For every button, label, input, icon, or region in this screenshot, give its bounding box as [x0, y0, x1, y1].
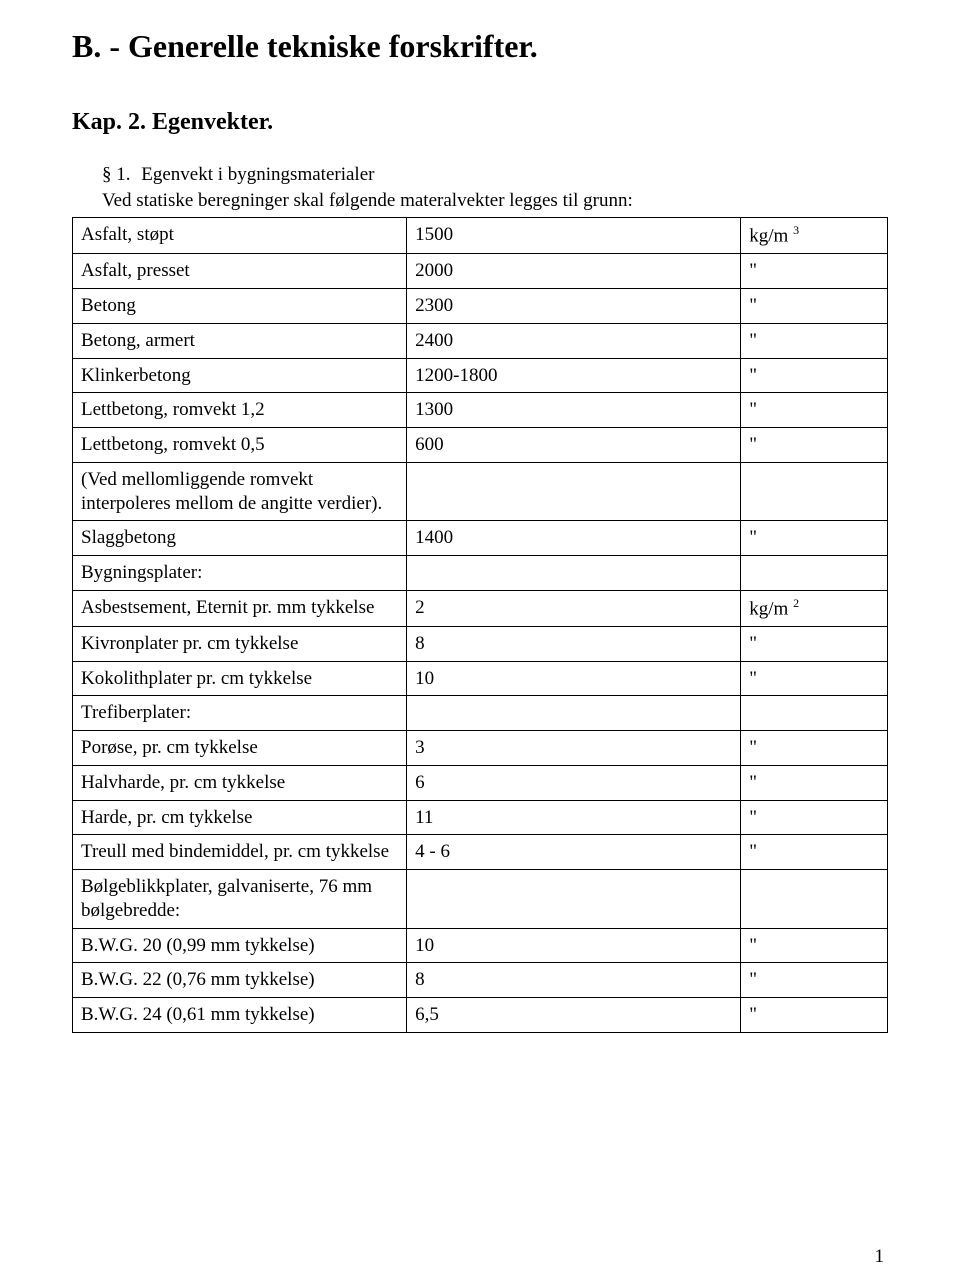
table-row: Asbestsement, Eternit pr. mm tykkelse2kg…	[73, 590, 888, 626]
cell-label: Klinkerbetong	[73, 358, 407, 393]
cell-value: 8	[407, 626, 741, 661]
cell-value	[407, 556, 741, 591]
table-row: Treull med bindemiddel, pr. cm tykkelse4…	[73, 835, 888, 870]
cell-label: Kivronplater pr. cm tykkelse	[73, 626, 407, 661]
cell-label: Betong, armert	[73, 323, 407, 358]
cell-label: Bølgeblikkplater, galvaniserte, 76 mm bø…	[73, 870, 407, 929]
cell-unit	[741, 556, 888, 591]
main-title: B. - Generelle tekniske forskrifter.	[72, 28, 888, 65]
table-row: Lettbetong, romvekt 0,5600"	[73, 428, 888, 463]
cell-label: Betong	[73, 289, 407, 324]
cell-label: B.W.G. 24 (0,61 mm tykkelse)	[73, 998, 407, 1033]
cell-label: Trefiberplater:	[73, 696, 407, 731]
section-mark: § 1.	[102, 164, 131, 185]
materials-table-body: Asfalt, støpt1500kg/m 3Asfalt, presset20…	[73, 218, 888, 1033]
table-row: B.W.G. 20 (0,99 mm tykkelse)10"	[73, 928, 888, 963]
cell-value	[407, 696, 741, 731]
cell-value: 1500	[407, 218, 741, 254]
table-row: (Ved mellomliggende romvekt interpoleres…	[73, 462, 888, 521]
cell-label: Bygningsplater:	[73, 556, 407, 591]
cell-value: 6	[407, 765, 741, 800]
table-row: Bygningsplater:	[73, 556, 888, 591]
materials-table: Asfalt, støpt1500kg/m 3Asfalt, presset20…	[72, 217, 888, 1033]
cell-label: Asbestsement, Eternit pr. mm tykkelse	[73, 590, 407, 626]
cell-unit: kg/m 2	[741, 590, 888, 626]
page: B. - Generelle tekniske forskrifter. Kap…	[0, 0, 960, 1286]
cell-unit: "	[741, 393, 888, 428]
cell-unit: "	[741, 765, 888, 800]
cell-value: 8	[407, 963, 741, 998]
cell-value: 6,5	[407, 998, 741, 1033]
cell-label: Treull med bindemiddel, pr. cm tykkelse	[73, 835, 407, 870]
cell-label: Kokolithplater pr. cm tykkelse	[73, 661, 407, 696]
cell-unit	[741, 870, 888, 929]
cell-value: 3	[407, 731, 741, 766]
table-row: Harde, pr. cm tykkelse11"	[73, 800, 888, 835]
cell-label: Lettbetong, romvekt 1,2	[73, 393, 407, 428]
cell-unit: "	[741, 998, 888, 1033]
table-row: Halvharde, pr. cm tykkelse6"	[73, 765, 888, 800]
cell-unit: "	[741, 428, 888, 463]
cell-unit: "	[741, 254, 888, 289]
intro-paragraph: § 1. Egenvekt i bygningsmaterialer Ved s…	[102, 162, 888, 213]
cell-value: 1200-1800	[407, 358, 741, 393]
cell-label: (Ved mellomliggende romvekt interpoleres…	[73, 462, 407, 521]
table-row: Asfalt, støpt1500kg/m 3	[73, 218, 888, 254]
cell-value: 4 - 6	[407, 835, 741, 870]
cell-value	[407, 462, 741, 521]
cell-unit: "	[741, 289, 888, 324]
cell-unit: "	[741, 661, 888, 696]
sub-title: Kap. 2. Egenvekter.	[72, 109, 888, 136]
cell-label: Halvharde, pr. cm tykkelse	[73, 765, 407, 800]
table-row: Klinkerbetong1200-1800"	[73, 358, 888, 393]
table-row: Trefiberplater:	[73, 696, 888, 731]
lead-text: Egenvekt i bygningsmaterialer	[141, 164, 374, 185]
cell-label: B.W.G. 22 (0,76 mm tykkelse)	[73, 963, 407, 998]
table-row: Kokolithplater pr. cm tykkelse10"	[73, 661, 888, 696]
cell-value: 600	[407, 428, 741, 463]
cell-label: Harde, pr. cm tykkelse	[73, 800, 407, 835]
cell-unit: kg/m 3	[741, 218, 888, 254]
cell-unit: "	[741, 731, 888, 766]
cell-label: B.W.G. 20 (0,99 mm tykkelse)	[73, 928, 407, 963]
table-row: B.W.G. 24 (0,61 mm tykkelse)6,5"	[73, 998, 888, 1033]
cell-value: 2	[407, 590, 741, 626]
cell-value: 1400	[407, 521, 741, 556]
cell-value	[407, 870, 741, 929]
cell-value: 11	[407, 800, 741, 835]
table-row: Lettbetong, romvekt 1,21300"	[73, 393, 888, 428]
cell-label: Porøse, pr. cm tykkelse	[73, 731, 407, 766]
cell-value: 2000	[407, 254, 741, 289]
cell-unit	[741, 696, 888, 731]
table-row: Slaggbetong1400"	[73, 521, 888, 556]
cell-value: 2300	[407, 289, 741, 324]
cell-value: 10	[407, 661, 741, 696]
table-row: Kivronplater pr. cm tykkelse8"	[73, 626, 888, 661]
table-row: Betong2300"	[73, 289, 888, 324]
table-row: B.W.G. 22 (0,76 mm tykkelse)8"	[73, 963, 888, 998]
cell-label: Lettbetong, romvekt 0,5	[73, 428, 407, 463]
cell-label: Slaggbetong	[73, 521, 407, 556]
cell-value: 2400	[407, 323, 741, 358]
cell-unit: "	[741, 626, 888, 661]
cell-label: Asfalt, presset	[73, 254, 407, 289]
cell-unit: "	[741, 358, 888, 393]
cell-unit: "	[741, 800, 888, 835]
cell-value: 1300	[407, 393, 741, 428]
cell-unit: "	[741, 963, 888, 998]
page-number: 1	[875, 1246, 885, 1268]
table-row: Betong, armert2400"	[73, 323, 888, 358]
cell-value: 10	[407, 928, 741, 963]
table-row: Asfalt, presset2000"	[73, 254, 888, 289]
cell-unit: "	[741, 928, 888, 963]
cell-unit	[741, 462, 888, 521]
table-row: Porøse, pr. cm tykkelse3"	[73, 731, 888, 766]
cell-unit: "	[741, 323, 888, 358]
cell-label: Asfalt, støpt	[73, 218, 407, 254]
cell-unit: "	[741, 835, 888, 870]
body-text: Ved statiske beregninger skal følgende m…	[102, 190, 633, 211]
table-row: Bølgeblikkplater, galvaniserte, 76 mm bø…	[73, 870, 888, 929]
cell-unit: "	[741, 521, 888, 556]
